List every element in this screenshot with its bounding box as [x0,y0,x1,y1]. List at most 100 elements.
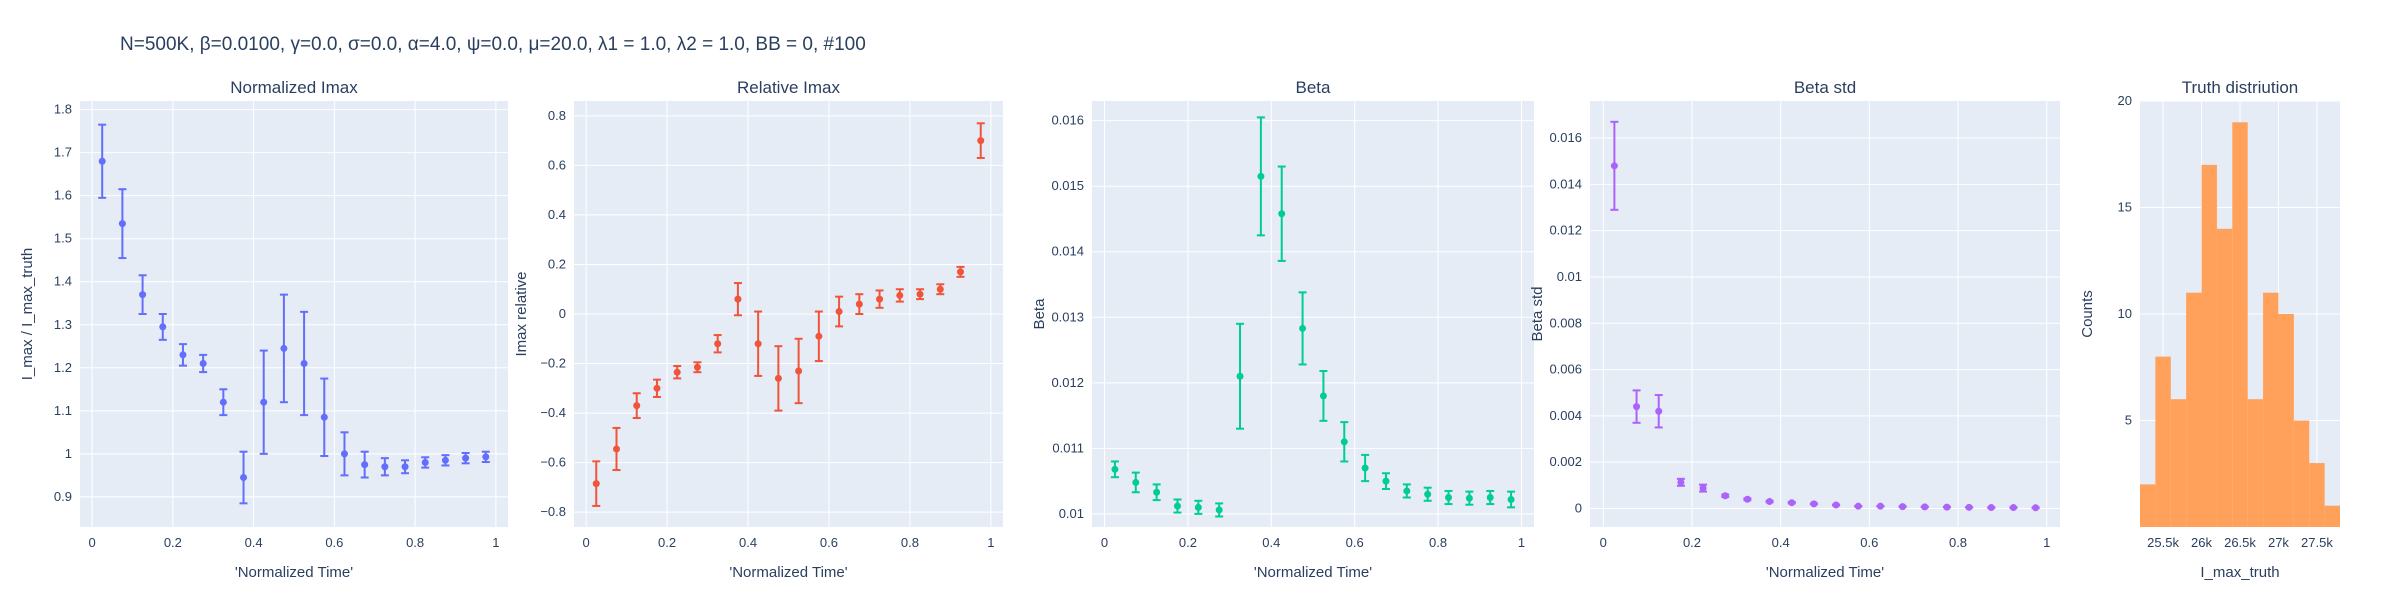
x-tick-label: 0.2 [1179,535,1197,550]
y-axis-title: Counts [2079,290,2096,338]
histogram-bar [2186,292,2202,527]
data-point [815,332,823,340]
x-tick-label: 1 [987,535,994,550]
data-point [916,290,924,298]
data-point [977,137,985,145]
y-tick-label: 0.006 [1549,362,1582,377]
data-point [139,291,147,299]
data-point [98,157,106,165]
x-tick-label: 0.6 [1346,535,1364,550]
y-tick-label: 0.002 [1549,454,1582,469]
y-tick-label: 10 [2118,306,2132,321]
plot-area [1092,101,1534,527]
data-point [240,474,248,482]
subplot-title: Normalized Imax [230,78,358,97]
y-tick-label: 0.012 [1549,223,1582,238]
data-point [320,413,328,421]
x-tick-label: 0.4 [245,535,263,550]
data-point [159,323,167,331]
data-point [300,359,308,367]
histogram-bar [2247,399,2264,527]
y-tick-label: 1.7 [54,145,72,160]
x-axis-title: 'Normalized Time' [729,564,847,581]
data-point [1876,502,1884,510]
data-point [1677,478,1685,486]
data-point [1465,494,1473,502]
data-point [179,351,187,359]
x-axis-title: 'Normalized Time' [1254,564,1372,581]
y-tick-label: 1.2 [54,360,72,375]
y-tick-label: 0.011 [1052,440,1084,455]
y-tick-label: 0.014 [1549,176,1582,191]
data-point [673,368,681,376]
data-point [1899,503,1907,511]
x-tick-label: 0.4 [1772,535,1790,550]
data-point [612,445,620,453]
y-tick-label: 20 [2118,93,2132,108]
data-point [1721,492,1729,500]
x-axis-title: 'Normalized Time' [235,564,353,581]
data-point [714,340,722,348]
y-tick-label: −0.8 [540,504,566,519]
data-point [1987,504,1995,512]
subplot-title: Relative Imax [737,78,840,97]
figure-title: N=500K, β=0.0100, γ=0.0, σ=0.0, α=4.0, ψ… [120,34,866,55]
x-tick-label: 0.8 [1949,535,1967,550]
data-point [633,402,641,410]
y-tick-label: −0.2 [540,356,566,371]
y-tick-label: 0.008 [1549,315,1582,330]
data-point [1173,502,1181,510]
data-point [1257,172,1265,180]
y-tick-label: 0.013 [1051,309,1084,324]
data-point [1854,502,1862,510]
data-point [1299,324,1307,332]
y-tick-label: 0.01 [1059,506,1084,521]
histogram-bar [2278,314,2294,527]
x-tick-label: 0.2 [164,535,182,550]
data-point [260,398,268,406]
y-axis-title: Imax relative [513,271,530,356]
data-point [1788,499,1796,507]
x-tick-label: 25.5k [2147,535,2179,550]
data-point [1445,494,1453,502]
data-point [1633,403,1641,411]
data-point [340,450,348,458]
histogram-bar [2170,399,2187,527]
data-point [381,463,389,471]
y-tick-label: 0 [559,306,566,321]
data-point [1236,372,1244,380]
data-point [693,363,701,371]
x-tick-label: 1 [492,535,499,550]
y-tick-label: −0.4 [540,405,566,420]
x-tick-label: 26k [2191,535,2212,550]
subplot-title: Truth distriution [2182,78,2299,97]
y-axis-title: Beta std [1529,286,1546,341]
x-tick-label: 0.2 [1683,535,1701,550]
data-point [280,344,288,352]
data-point [734,295,742,303]
histogram-bar [2232,122,2248,528]
x-tick-label: 0 [1101,535,1108,550]
data-point [1194,503,1202,511]
y-tick-label: 0.014 [1051,244,1084,259]
data-point [361,461,369,469]
x-tick-label: 27.5k [2301,535,2333,550]
data-point [1965,503,1973,511]
data-point [774,374,782,382]
data-point [1382,477,1390,485]
y-tick-label: 5 [2125,413,2132,428]
data-point [1743,495,1751,503]
histogram-bar [2201,164,2217,527]
subplot-1: 0 0.2 0.4 0.6 0.8 1 0.9 1 1.1 1.2 1.3 1.4 1.5 1.6 1.7 1… [19,78,508,581]
x-tick-label: 0.8 [1429,535,1447,550]
data-point [1766,498,1774,506]
subplot-title: Beta std [1794,78,1856,97]
x-tick-label: 0 [88,535,95,550]
data-point [855,300,863,308]
plot-area [80,101,508,527]
subplot-title: Beta [1296,78,1332,97]
data-point [1921,503,1929,511]
y-tick-label: 0.016 [1549,130,1582,145]
y-tick-label: 0.4 [548,207,566,222]
